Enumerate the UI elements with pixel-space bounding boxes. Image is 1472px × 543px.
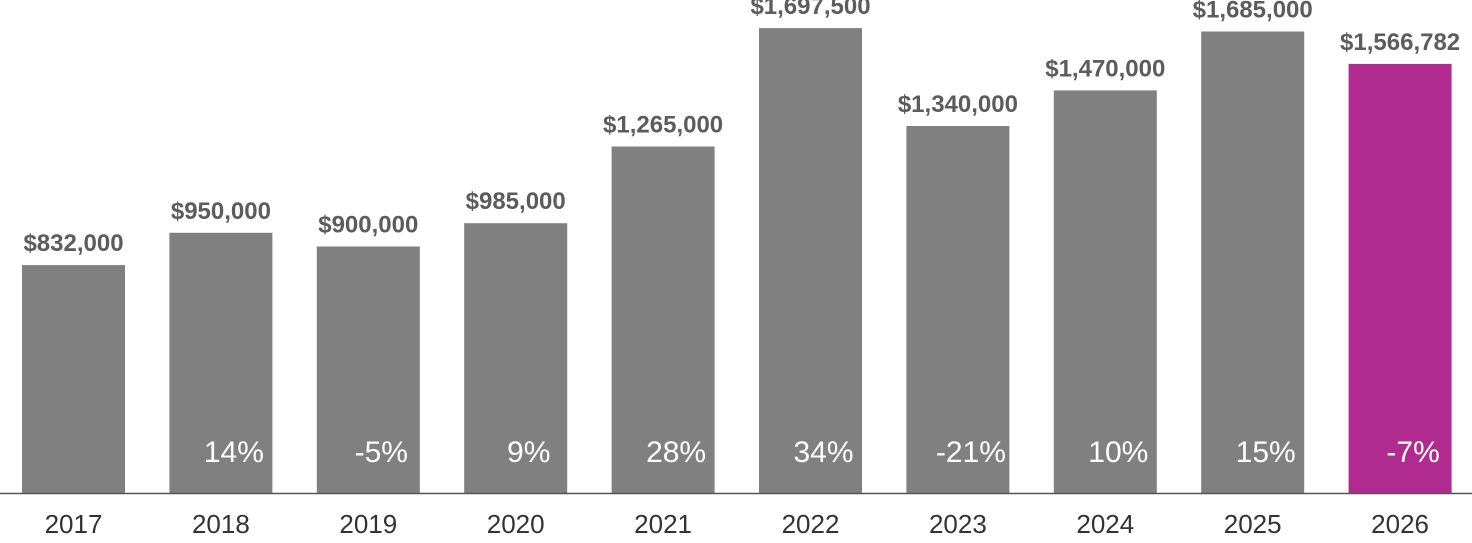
change-label-2025: 15% bbox=[1236, 436, 1296, 469]
change-label-2020: 9% bbox=[507, 436, 550, 469]
value-label-2024: $1,470,000 bbox=[1045, 55, 1165, 82]
x-tick-label-2026: 2026 bbox=[1371, 509, 1429, 539]
value-label-2017: $832,000 bbox=[23, 230, 123, 257]
bar-2021 bbox=[611, 146, 715, 493]
x-tick-label-2022: 2022 bbox=[782, 509, 840, 539]
x-tick-label-2024: 2024 bbox=[1076, 509, 1134, 539]
value-label-2018: $950,000 bbox=[171, 198, 271, 225]
value-label-2022: $1,697,500 bbox=[750, 0, 870, 20]
x-axis-ticks: 2017 2018 2019 2020 2021 2022 2023 2024 2025 2026 bbox=[45, 509, 1429, 539]
bar-2019 bbox=[316, 246, 420, 493]
change-label-2026: -7% bbox=[1386, 436, 1439, 469]
value-label-2021: $1,265,000 bbox=[603, 112, 723, 139]
change-label-2023: -21% bbox=[936, 436, 1006, 469]
bar-2020 bbox=[464, 223, 568, 493]
change-label-2019: -5% bbox=[355, 436, 408, 469]
value-label-2019: $900,000 bbox=[318, 212, 418, 239]
change-label-2024: 10% bbox=[1088, 436, 1148, 469]
x-tick-label-2018: 2018 bbox=[192, 509, 250, 539]
value-label-2023: $1,340,000 bbox=[898, 91, 1018, 118]
change-label-2018: 14% bbox=[204, 436, 264, 469]
x-tick-label-2017: 2017 bbox=[45, 509, 103, 539]
change-label-2022: 34% bbox=[793, 436, 853, 469]
bar-2022 bbox=[759, 28, 862, 493]
x-tick-label-2021: 2021 bbox=[634, 509, 692, 539]
bars-layer bbox=[22, 28, 1452, 494]
bar-2025 bbox=[1201, 31, 1305, 493]
bar-2017 bbox=[22, 265, 125, 493]
x-tick-label-2023: 2023 bbox=[929, 509, 987, 539]
value-label-2020: $985,000 bbox=[466, 188, 566, 215]
x-tick-label-2025: 2025 bbox=[1224, 509, 1282, 539]
bar-2024 bbox=[1053, 90, 1157, 494]
value-label-2026: $1,566,782 bbox=[1340, 29, 1460, 56]
x-tick-label-2020: 2020 bbox=[487, 509, 545, 539]
bar-2018 bbox=[169, 232, 273, 494]
change-label-2021: 28% bbox=[646, 436, 706, 469]
x-tick-label-2019: 2019 bbox=[339, 509, 397, 539]
bar-2023 bbox=[906, 126, 1010, 493]
bar-2026 bbox=[1348, 63, 1452, 494]
value-label-2025: $1,685,000 bbox=[1193, 0, 1313, 24]
labels-layer: $832,000 $950,000 14% $900,000 -5% $985,000 9%… bbox=[23, 0, 1460, 469]
